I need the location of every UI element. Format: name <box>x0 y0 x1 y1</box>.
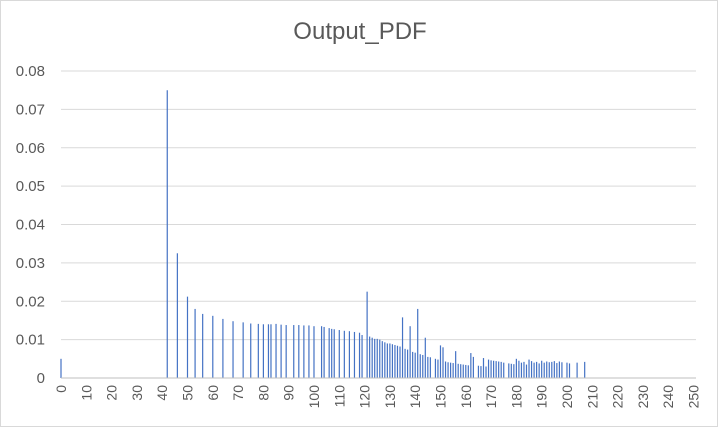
y-tick-label: 0 <box>37 370 45 387</box>
x-tick-label: 140 <box>407 385 423 409</box>
y-tick-label: 0.01 <box>16 332 45 349</box>
x-tick-label: 180 <box>508 385 524 409</box>
x-tick-label: 100 <box>306 385 322 409</box>
x-tick-label: 240 <box>660 385 676 409</box>
y-tick-label: 0.06 <box>16 140 45 157</box>
y-tick-label: 0.05 <box>16 178 45 195</box>
x-tick-label: 20 <box>104 385 120 401</box>
x-tick-label: 250 <box>685 385 701 409</box>
x-tick-label: 130 <box>382 385 398 409</box>
x-tick-label: 10 <box>78 385 94 401</box>
gridlines <box>61 70 696 341</box>
x-tick-label: 220 <box>610 385 626 409</box>
x-tick-label: 110 <box>331 385 347 408</box>
y-tick-label: 0.03 <box>16 255 45 272</box>
bars <box>60 90 586 378</box>
x-tick-label: 230 <box>635 385 651 409</box>
x-tick-label: 170 <box>483 385 499 409</box>
x-tick-label: 70 <box>230 385 246 401</box>
x-tick-label: 40 <box>154 385 170 401</box>
x-tick-label: 210 <box>584 385 600 409</box>
y-tick-label: 0.07 <box>16 101 45 118</box>
x-tick-label: 120 <box>357 385 373 409</box>
x-tick-label: 50 <box>179 385 195 401</box>
y-tick-label: 0.04 <box>16 217 45 234</box>
x-tick-label: 200 <box>559 385 575 409</box>
y-axis-tick-labels: 0 0.01 0.02 0.03 0.04 0.05 0.06 0.07 0.08 <box>16 63 45 387</box>
chart-title: Output_PDF <box>293 18 426 45</box>
x-tick-label: 80 <box>255 385 271 401</box>
x-tick-label: 30 <box>129 385 145 401</box>
x-tick-label: 160 <box>458 385 474 409</box>
x-tick-label: 60 <box>205 385 221 401</box>
x-tick-label: 150 <box>432 385 448 409</box>
x-tick-label: 90 <box>281 385 297 401</box>
x-axis-tick-labels: 0 10 20 30 40 50 60 70 80 90 100 110 120 130 140 150 160… <box>53 385 701 409</box>
y-tick-label: 0.02 <box>16 293 45 310</box>
y-tick-label: 0.08 <box>16 63 45 80</box>
x-tick-label: 0 <box>53 385 69 393</box>
x-tick-label: 190 <box>534 385 550 409</box>
